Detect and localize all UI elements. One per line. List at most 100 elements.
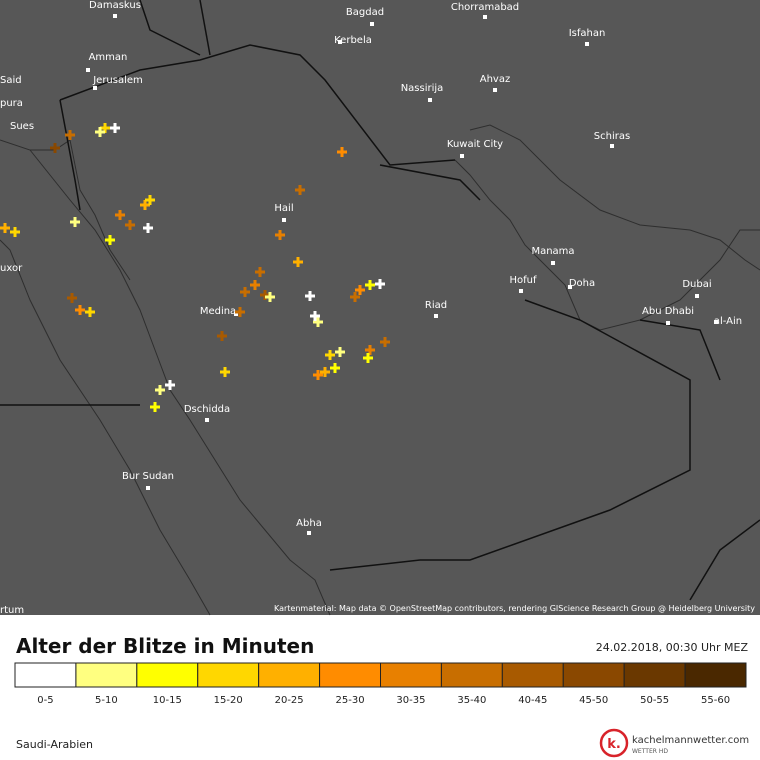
legend-label: 55-60: [701, 695, 730, 706]
logo-sub: WETTER HD: [632, 748, 668, 755]
legend-swatch: [501, 662, 564, 688]
city-label: rtum: [0, 605, 24, 616]
legend: 0-5 5-10 10-15 15-20 20-25 25-30 30-35 35-40 40-…: [14, 662, 747, 706]
legend-swatch: [14, 662, 77, 688]
lightning-strike: [70, 217, 80, 227]
lightning-strike: [310, 311, 320, 321]
lightning-strike: [320, 367, 330, 377]
city-label: Sues: [10, 121, 34, 132]
city-dot: [493, 88, 497, 92]
logo-name: kachelmannwetter.com: [632, 735, 749, 746]
legend-swatch: [136, 662, 199, 688]
legend-swatch: [623, 662, 686, 688]
legend-label: 15-20: [214, 695, 243, 706]
legend-swatch: [562, 662, 625, 688]
city-label: Nassirija: [401, 83, 444, 94]
logo-ring: [599, 728, 629, 758]
lightning-strike: [115, 210, 125, 220]
city-dot: [234, 312, 238, 316]
city-dot: [666, 321, 670, 325]
city-label: Abu Dhabi: [642, 306, 694, 317]
city-dot: [434, 314, 438, 318]
lightning-strike: [295, 185, 305, 195]
lightning-strike: [105, 235, 115, 245]
city-label: Hail: [274, 203, 293, 214]
city-dot: [585, 42, 589, 46]
city-dot: [307, 531, 311, 535]
city-dot: [610, 144, 614, 148]
city-dot: [519, 289, 523, 293]
city-label: Kuwait City: [447, 139, 503, 150]
city-layer: Damaskus Bagdad Chorramabad Kerbela Isfahan A…: [0, 0, 743, 616]
lightning-strike: [355, 285, 365, 295]
city-label: pura: [0, 98, 23, 109]
lightning-strike: [335, 347, 345, 357]
lightning-strike: [293, 257, 303, 267]
legend-swatch: [440, 662, 503, 688]
lightning-strike: [220, 367, 230, 377]
legend-swatch: [75, 662, 138, 688]
city-label: Medina: [200, 306, 236, 317]
legend-label: 50-55: [640, 695, 669, 706]
city-label: Said: [0, 75, 22, 86]
legend-label: 30-35: [396, 695, 425, 706]
map-background: [0, 0, 760, 615]
lightning-strike: [313, 317, 323, 327]
city-label: Amman: [89, 52, 128, 63]
lightning-strike: [250, 280, 260, 290]
lightning-strike: [255, 267, 265, 277]
city-label: Hofuf: [509, 275, 536, 286]
city-dot: [338, 40, 342, 44]
lightning-strike: [110, 123, 120, 133]
city-label: al-Ain: [714, 316, 742, 327]
city-dot: [86, 68, 90, 72]
lightning-strike: [265, 292, 275, 302]
legend-label: 5-10: [95, 695, 118, 706]
lightning-strike: [365, 345, 375, 355]
city-dot: [93, 86, 97, 90]
city-label: Manama: [531, 246, 574, 257]
legend-swatch: [197, 662, 260, 688]
lightning-strike: [75, 305, 85, 315]
attribution: Kartenmaterial: Map data © OpenStreetMap…: [274, 604, 755, 613]
city-label: Dubai: [682, 279, 711, 290]
region: Saudi-Arabien: [16, 738, 93, 751]
city-dot: [205, 418, 209, 422]
city-label: Chorramabad: [451, 2, 519, 13]
city-label: Ahvaz: [480, 74, 510, 85]
lightning-strike: [145, 195, 155, 205]
lightning-strike: [325, 350, 335, 360]
lightning-strike: [375, 279, 385, 289]
lightning-strike: [380, 337, 390, 347]
city-label: Abha: [296, 518, 322, 529]
borders: [0, 0, 760, 601]
city-label: Isfahan: [569, 28, 606, 39]
legend-label: 0-5: [37, 695, 53, 706]
lightning-strike: [337, 147, 347, 157]
lightning-strike: [365, 280, 375, 290]
legend-label: 25-30: [336, 695, 365, 706]
city-label: Kerbela: [334, 35, 372, 46]
legend-label: 35-40: [457, 695, 486, 706]
city-label: Schiras: [594, 131, 630, 142]
legend-swatch: [380, 662, 442, 688]
lightning-strike: [143, 223, 153, 233]
city-dot: [370, 22, 374, 26]
legend-swatch: [258, 662, 321, 688]
city-dot: [695, 294, 699, 298]
lightning-strike: [235, 307, 245, 317]
city-dot: [282, 218, 286, 222]
lightning-strike: [305, 291, 315, 301]
city-dot: [483, 15, 487, 19]
legend-label: 10-15: [153, 695, 182, 706]
lightning-strike: [240, 287, 250, 297]
timestamp: 24.02.2018, 00:30 Uhr MEZ: [596, 641, 749, 654]
lightning-strike: [165, 380, 175, 390]
city-label: uxor: [0, 263, 23, 274]
city-dot: [714, 320, 718, 324]
lightning-strike: [125, 220, 135, 230]
lightning-strike: [0, 223, 10, 233]
lightning-strike: [140, 200, 150, 210]
city-label: Bur Sudan: [122, 471, 174, 482]
